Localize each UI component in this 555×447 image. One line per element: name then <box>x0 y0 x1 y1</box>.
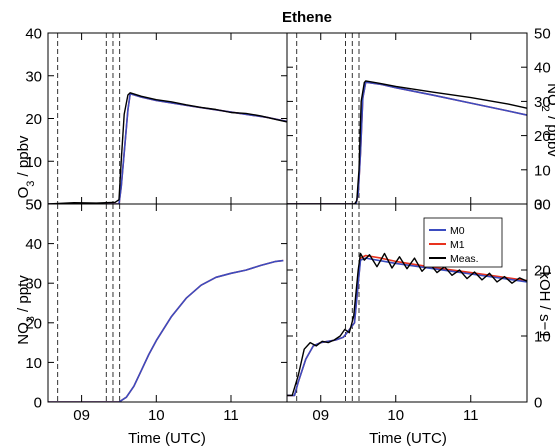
o3-ytick-label-3: 30 <box>25 68 42 85</box>
o3-ytick-label-0: 0 <box>34 197 42 214</box>
no3-xtick-label-0: 09 <box>73 407 90 424</box>
no3-xtick-label-1: 10 <box>148 407 165 424</box>
koh-series-meas <box>287 252 527 397</box>
o3-ytick-label-1: 10 <box>25 154 42 171</box>
panel-no3: 0 10 20 30 40 50 09 10 11 <box>25 197 288 424</box>
no2-ytick-label-1: 10 <box>534 162 551 179</box>
o3-series-m0 <box>48 92 287 204</box>
no3-ytick-label-2: 20 <box>25 315 42 332</box>
no3-ylabel: NO3 / pptv <box>15 275 37 345</box>
koh-xtick-label-0: 09 <box>312 407 329 424</box>
o3-ytick-label-4: 40 <box>25 26 42 43</box>
no3-ytick-label-5: 50 <box>25 197 42 214</box>
o3-ytick-label-2: 20 <box>25 111 42 128</box>
no2-series-meas <box>287 80 527 204</box>
koh-xtick-label-1: 10 <box>387 407 404 424</box>
no2-ytick-label-4: 40 <box>534 60 551 77</box>
legend-label-m1: M1 <box>450 239 465 251</box>
panel-o3: 0 10 20 30 40 <box>25 26 288 214</box>
no2-ytick-label-5: 50 <box>534 26 551 43</box>
o3-series-m1 <box>48 92 287 204</box>
o3-series-meas <box>48 92 287 204</box>
koh-series-m0 <box>287 257 527 397</box>
no3-ytick-label-3: 30 <box>25 276 42 293</box>
koh-axes-frame <box>286 203 528 403</box>
no3-ytick-label-0: 0 <box>34 395 42 412</box>
panel-koh: 0 10 20 30 09 10 11 <box>286 197 551 424</box>
no3-series-m0 <box>48 259 284 402</box>
no2-ytick-label-2: 20 <box>534 128 551 145</box>
o3-axes-frame <box>47 32 288 205</box>
no3-axes-frame <box>47 203 288 403</box>
no3-ytick-label-1: 10 <box>25 355 42 372</box>
no3-series-m1 <box>48 259 284 402</box>
koh-ytick-label-3: 30 <box>534 197 551 214</box>
legend: M0 M1 Meas. <box>423 217 503 268</box>
no3-xlabel: Time (UTC) <box>128 430 206 447</box>
koh-ytick-label-0: 0 <box>534 395 542 412</box>
chart-title: Ethene <box>282 9 332 26</box>
koh-ytick-label-2: 20 <box>534 263 551 280</box>
koh-xtick-label-2: 11 <box>463 407 479 424</box>
koh-ylabel: kOH / s−1 <box>536 271 553 338</box>
panel-no2: 0 10 20 30 40 50 <box>286 26 551 214</box>
koh-ytick-label-1: 10 <box>534 329 551 346</box>
koh-xlabel: Time (UTC) <box>369 430 447 447</box>
no2-ytick-label-3: 30 <box>534 94 551 111</box>
legend-label-m0: M0 <box>450 225 465 237</box>
no3-ytick-label-4: 40 <box>25 236 42 253</box>
no3-xtick-label-2: 11 <box>223 407 239 424</box>
no2-ytick-label-0: 0 <box>534 197 542 214</box>
no2-axes-frame <box>286 32 528 205</box>
legend-label-meas: Meas. <box>450 253 479 265</box>
